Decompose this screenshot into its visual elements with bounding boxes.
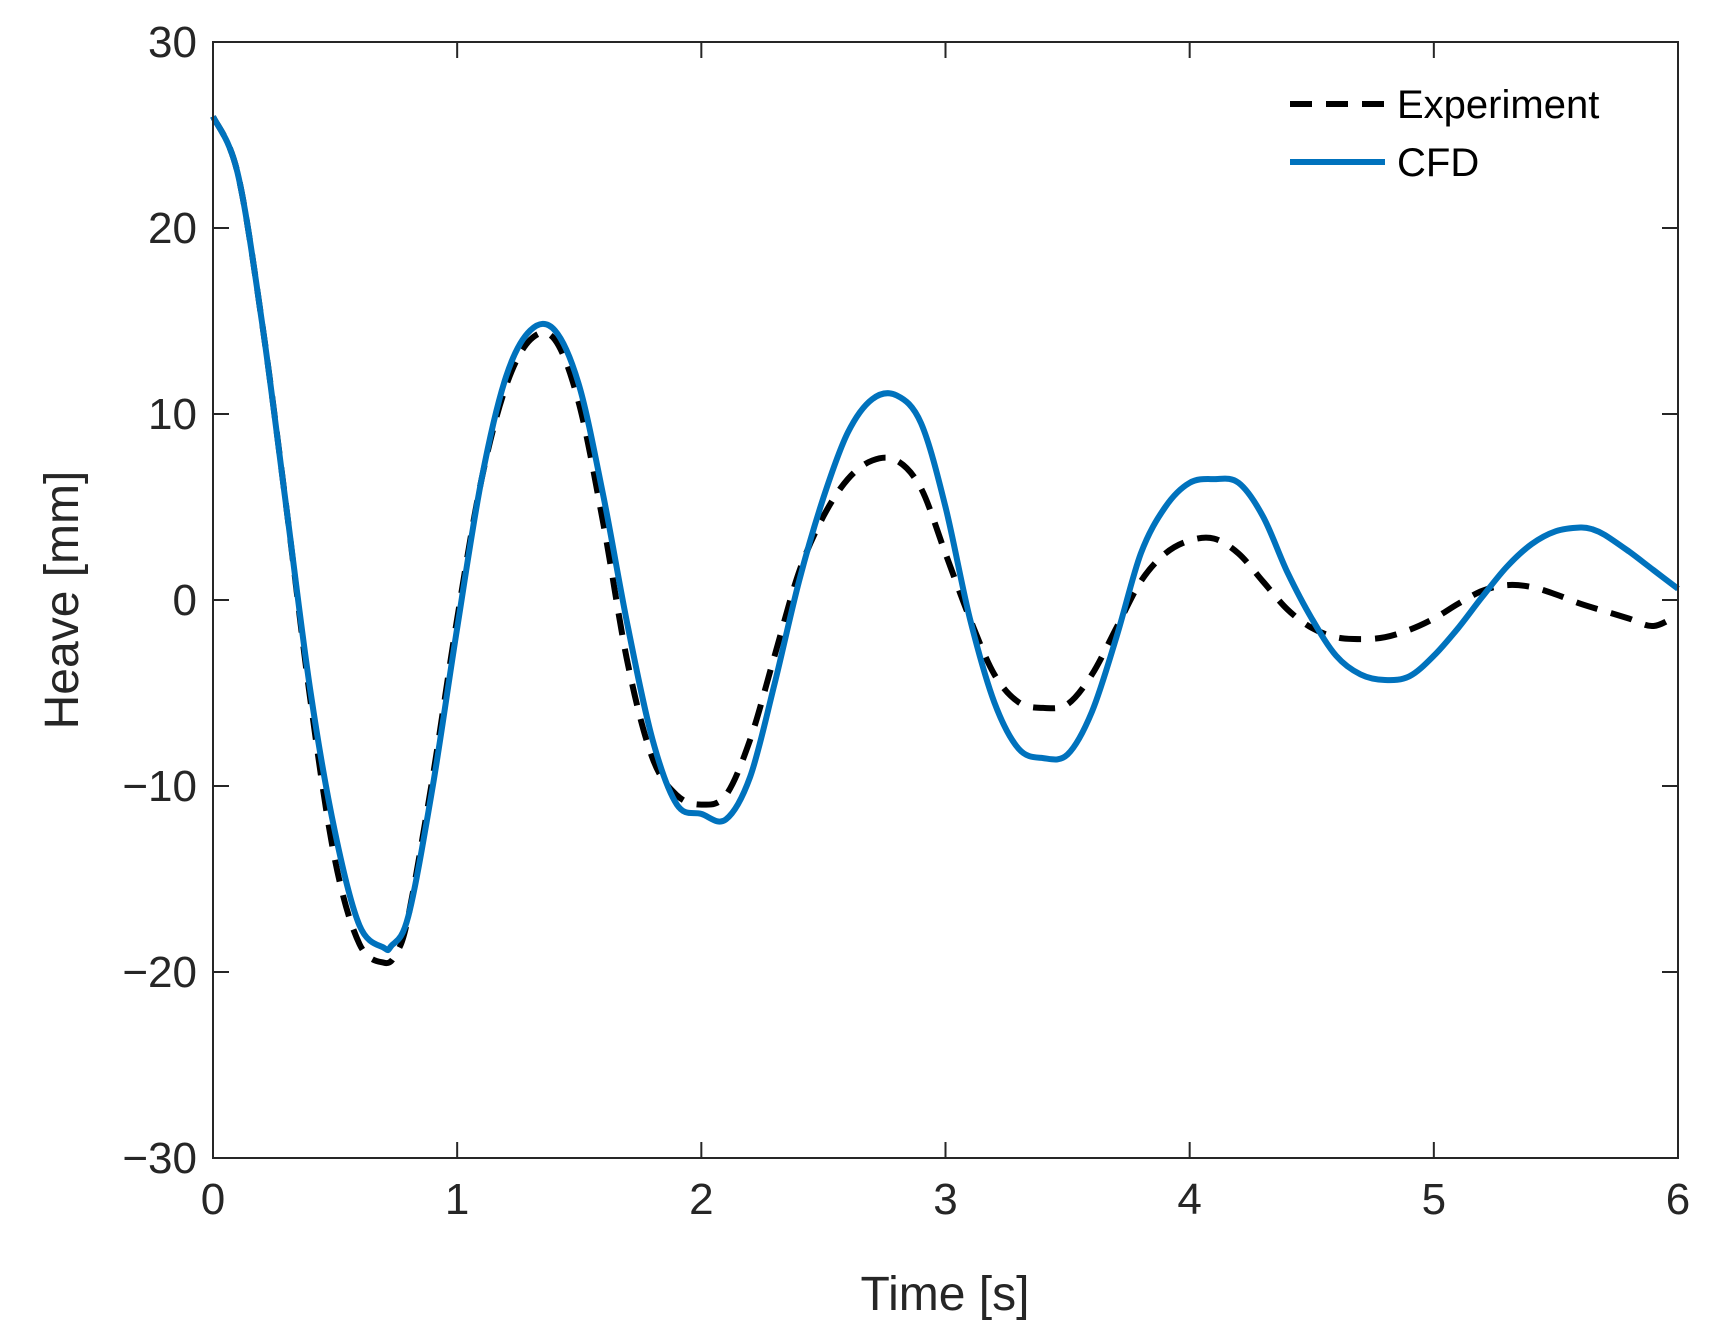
legend-label-cfd: CFD bbox=[1397, 141, 1479, 185]
series-lines bbox=[210, 115, 1680, 967]
y-tick-label: −10 bbox=[122, 762, 197, 811]
y-tick-label: 10 bbox=[148, 390, 197, 439]
y-tick-label: −20 bbox=[122, 948, 197, 997]
plot-frame bbox=[212, 41, 1679, 1159]
tick-labels: 0 1 2 3 4 5 6 −30 −20 −10 0 10 20 30 bbox=[122, 18, 1690, 1224]
y-tick-label: 20 bbox=[148, 204, 197, 253]
legend: Experiment CFD bbox=[1290, 83, 1599, 185]
x-tick-label: 0 bbox=[201, 1175, 225, 1224]
x-tick-label: 5 bbox=[1422, 1175, 1446, 1224]
series-line-cfd bbox=[210, 115, 1680, 954]
y-tick-label: 30 bbox=[148, 18, 197, 67]
legend-label-experiment: Experiment bbox=[1397, 83, 1599, 127]
y-axis-title: Heave [mm] bbox=[36, 471, 89, 730]
x-axis-title: Time [s] bbox=[861, 1268, 1030, 1321]
x-tick-label: 3 bbox=[933, 1175, 957, 1224]
y-tick-label: 0 bbox=[173, 576, 197, 625]
x-tick-label: 1 bbox=[445, 1175, 469, 1224]
plot-background bbox=[213, 42, 1678, 1158]
y-tick-label: −30 bbox=[122, 1134, 197, 1183]
x-tick-label: 6 bbox=[1666, 1175, 1690, 1224]
x-tick-label: 2 bbox=[689, 1175, 713, 1224]
x-tick-label: 4 bbox=[1177, 1175, 1201, 1224]
